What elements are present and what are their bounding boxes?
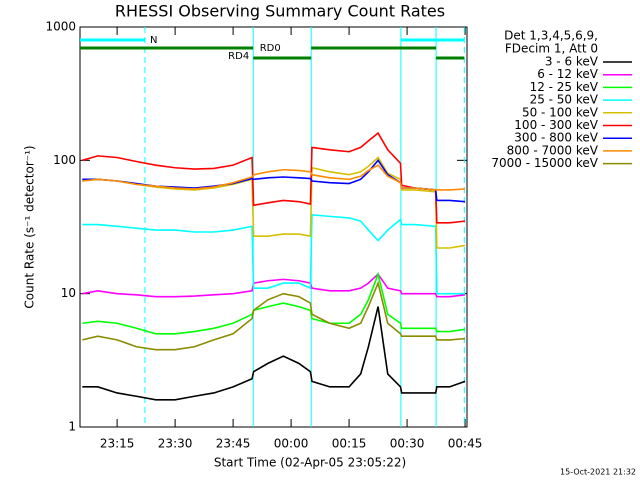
- legend-label: 800 - 7000 keV: [507, 143, 599, 157]
- legend-label: 12 - 25 keV: [530, 80, 599, 94]
- legend-label: 25 - 50 keV: [530, 93, 599, 107]
- x-tick-label: 23:15: [100, 437, 135, 451]
- x-tick-label: 23:45: [216, 437, 251, 451]
- series-line: [82, 271, 466, 335]
- series-line: [82, 280, 466, 351]
- x-axis-label: Start Time (02-Apr-05 23:05:22): [214, 456, 406, 470]
- x-tick-label: 00:30: [390, 437, 425, 451]
- flag-label: RD4: [228, 51, 249, 62]
- series-line: [82, 156, 466, 249]
- y-tick-label: 100: [53, 153, 76, 167]
- flag-label: N: [150, 35, 157, 46]
- legend-label: 100 - 300 keV: [514, 118, 598, 132]
- x-tick-label: 00:15: [332, 437, 367, 451]
- x-tick-label: 00:00: [274, 437, 309, 451]
- y-tick-label: 10: [61, 286, 76, 300]
- series-line: [82, 131, 466, 224]
- y-tick-label: 1000: [45, 20, 76, 34]
- chart-title: RHESSI Observing Summary Count Rates: [115, 2, 445, 21]
- series-line: [82, 306, 466, 401]
- legend-label: 6 - 12 keV: [537, 67, 599, 81]
- legend-header: FDecim 1, Att 0: [505, 42, 598, 56]
- y-tick-label: 1: [68, 420, 76, 434]
- legend-label: 7000 - 15000 keV: [491, 156, 598, 170]
- legend-label: 300 - 800 keV: [514, 131, 598, 145]
- footer: 15-Oct-2021 21:32: [560, 468, 636, 477]
- plot-frame: [79, 26, 468, 428]
- x-tick-label: 00:45: [448, 437, 483, 451]
- legend-header: Det 1,3,4,5,6,9,: [504, 29, 598, 43]
- x-tick-label: 23:30: [158, 437, 193, 451]
- flag-label: RD0: [260, 43, 281, 54]
- series-line: [82, 213, 466, 295]
- legend-label: 50 - 100 keV: [522, 105, 599, 119]
- legend-label: 3 - 6 keV: [545, 55, 599, 69]
- series-line: [82, 164, 466, 191]
- y-axis-label: Count Rate (s⁻¹ detector⁻¹): [23, 145, 37, 308]
